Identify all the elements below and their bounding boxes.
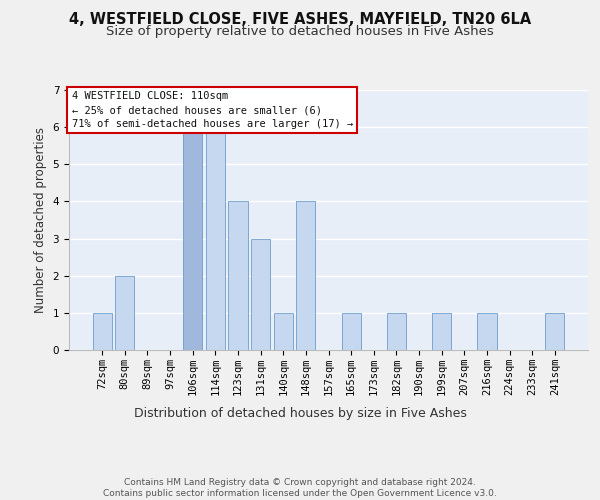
Bar: [115, 276, 134, 350]
Text: 4 WESTFIELD CLOSE: 110sqm
← 25% of detached houses are smaller (6)
71% of semi-d: 4 WESTFIELD CLOSE: 110sqm ← 25% of detac…: [71, 92, 353, 130]
Bar: [229, 202, 248, 350]
Bar: [432, 313, 451, 350]
Bar: [387, 313, 406, 350]
Text: 4, WESTFIELD CLOSE, FIVE ASHES, MAYFIELD, TN20 6LA: 4, WESTFIELD CLOSE, FIVE ASHES, MAYFIELD…: [69, 12, 531, 28]
Bar: [92, 313, 112, 350]
Y-axis label: Number of detached properties: Number of detached properties: [34, 127, 47, 313]
Bar: [251, 238, 270, 350]
Text: Size of property relative to detached houses in Five Ashes: Size of property relative to detached ho…: [106, 25, 494, 38]
Bar: [274, 313, 293, 350]
Bar: [341, 313, 361, 350]
Text: Contains HM Land Registry data © Crown copyright and database right 2024.
Contai: Contains HM Land Registry data © Crown c…: [103, 478, 497, 498]
Bar: [206, 127, 225, 350]
Bar: [545, 313, 565, 350]
Bar: [183, 127, 202, 350]
Bar: [296, 202, 316, 350]
Text: Distribution of detached houses by size in Five Ashes: Distribution of detached houses by size …: [134, 408, 466, 420]
Bar: [477, 313, 497, 350]
